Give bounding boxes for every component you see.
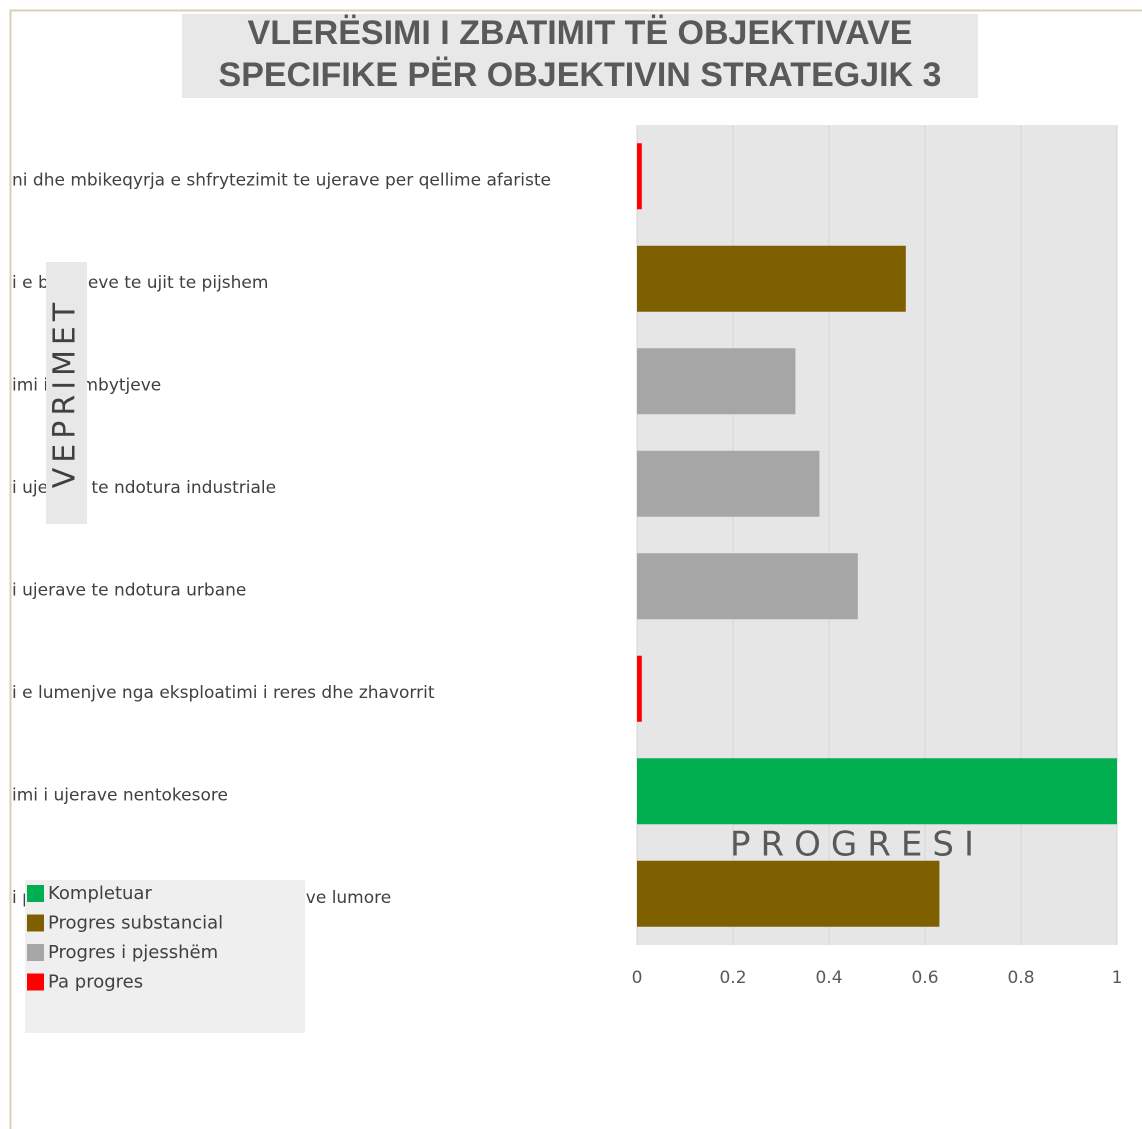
x-tick-label: 0.8 xyxy=(1007,968,1034,988)
legend-label: Progres substancial xyxy=(48,913,223,934)
y-tick-label: i e lumenjve nga eksploatimi i reres dhe… xyxy=(12,683,435,703)
y-tick-label: i ujerave te ndotura urbane xyxy=(12,580,246,600)
x-tick-label: 0.4 xyxy=(815,968,842,988)
x-axis-label: PROGRESI xyxy=(730,825,984,865)
bar xyxy=(637,553,858,620)
legend-swatch xyxy=(27,914,44,932)
y-axis-label: VEPRIMET xyxy=(48,298,83,488)
legend-swatch xyxy=(27,973,44,991)
x-tick-label: 0.6 xyxy=(911,968,938,988)
x-tick-label: 0 xyxy=(632,968,643,988)
legend-box xyxy=(25,880,305,1033)
legend-swatch xyxy=(27,944,44,961)
legend-label: Progres i pjesshëm xyxy=(48,942,218,963)
bar xyxy=(637,860,940,927)
legend-swatch xyxy=(27,885,44,902)
bar xyxy=(637,348,796,415)
legend-label: Kompletuar xyxy=(48,883,152,904)
bar xyxy=(637,143,642,210)
frame xyxy=(9,9,1142,1129)
x-tick-label: 1 xyxy=(1112,968,1123,988)
x-tick-label: 0.2 xyxy=(719,968,746,988)
title-box xyxy=(182,14,978,98)
chart-title: SPECIFIKE PËR OBJEKTIVIN STRATEGJIK 3 xyxy=(219,56,942,94)
bar xyxy=(637,245,906,312)
bar xyxy=(637,758,1117,825)
chart-title: VLERËSIMI I ZBATIMIT TË OBJEKTIVAVE xyxy=(248,14,913,52)
y-label-box xyxy=(46,262,87,524)
legend-label: Pa progres xyxy=(48,972,143,993)
bar xyxy=(637,655,642,722)
y-tick-label: ni dhe mbikeqyrja e shfrytezimit te ujer… xyxy=(12,170,551,190)
y-tick-label: imi i ujerave nentokesore xyxy=(12,785,228,805)
bar xyxy=(637,450,820,517)
